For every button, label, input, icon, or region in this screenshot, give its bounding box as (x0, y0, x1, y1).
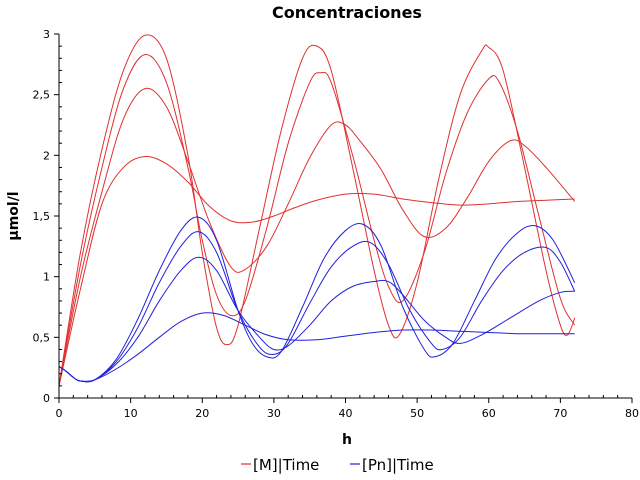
series-line-m-1 (58, 156, 575, 386)
y-axis-ticks: 0 0,5 1 1,5 2 2,5 3 (33, 28, 62, 405)
x-axis-label: h (342, 432, 352, 448)
y-tick-label: 1 (43, 271, 50, 284)
y-tick-label: 3 (43, 28, 50, 41)
chart-title: Concentraciones (272, 3, 422, 22)
y-tick-label: 2,5 (33, 89, 51, 102)
x-tick-label: 0 (56, 407, 63, 420)
x-tick-label: 70 (553, 407, 567, 420)
y-axis-label: µmol/l (6, 191, 22, 240)
legend: [M]|Time [Pn]|Time (241, 456, 434, 474)
x-tick-label: 40 (339, 407, 353, 420)
y-tick-label: 1,5 (33, 210, 51, 223)
x-tick-label: 20 (195, 407, 209, 420)
y-tick-label: 0 (43, 392, 50, 405)
legend-label-m: [M]|Time (253, 456, 319, 474)
legend-label-pn: [Pn]|Time (362, 456, 434, 474)
series-line-pn-6 (58, 256, 575, 383)
x-tick-label: 50 (410, 407, 424, 420)
x-tick-label: 60 (482, 407, 496, 420)
y-tick-label: 0,5 (33, 331, 51, 344)
series-line-m-2 (58, 87, 576, 386)
series-line-m-3 (58, 54, 576, 386)
series-line-pn-8 (58, 216, 576, 383)
x-tick-label: 30 (267, 407, 281, 420)
x-tick-label: 80 (625, 407, 639, 420)
x-axis-ticks: 0 10 20 30 40 50 60 70 80 (56, 395, 639, 420)
plot-lines (58, 34, 576, 386)
series-line-pn-7 (58, 231, 576, 383)
x-tick-label: 10 (124, 407, 138, 420)
y-tick-label: 2 (43, 149, 50, 162)
series-line-m-4 (58, 34, 576, 386)
